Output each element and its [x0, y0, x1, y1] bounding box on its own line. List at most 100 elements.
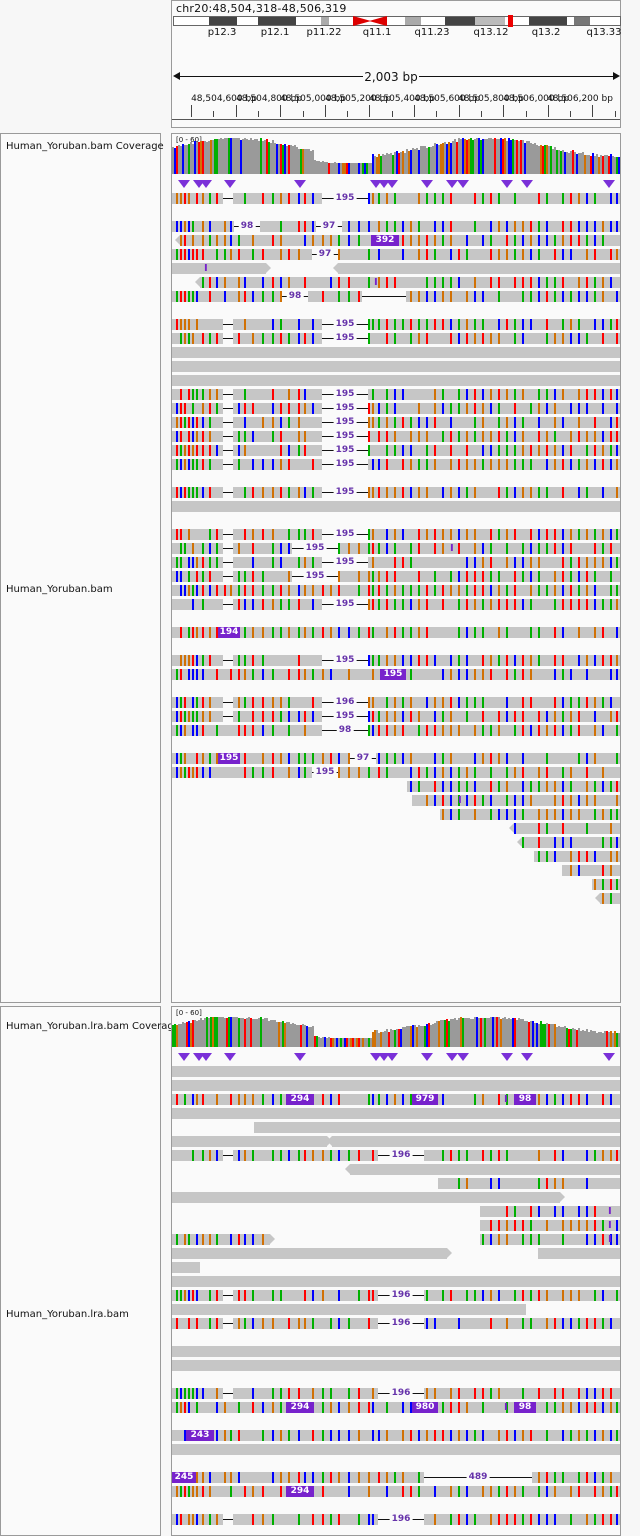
mismatch — [216, 1150, 218, 1161]
mismatch — [272, 1388, 274, 1399]
deletion: 195 — [322, 655, 368, 666]
coverage-bar — [400, 152, 402, 174]
mismatch — [184, 655, 186, 666]
mismatch — [209, 627, 211, 638]
mismatch — [252, 599, 254, 610]
mismatch — [402, 599, 404, 610]
mismatch — [378, 221, 380, 232]
mismatch — [602, 1430, 604, 1441]
mismatch — [498, 221, 500, 232]
deletion: 195 — [322, 529, 368, 540]
mismatch — [338, 1318, 340, 1329]
mismatch — [594, 1388, 596, 1399]
alignment-data-panel-1[interactable]: [0 - 60] 195 98 97 392 97 I I 98 195 195 195 195 195… — [171, 133, 621, 1003]
coverage-track[interactable] — [172, 1015, 620, 1047]
band-label: q11.23 — [414, 27, 450, 38]
read — [327, 1136, 620, 1147]
mismatch — [450, 1388, 452, 1399]
mismatch — [514, 725, 516, 736]
mismatch — [244, 725, 246, 736]
mismatch — [394, 1472, 396, 1483]
alignment-data-panel-2[interactable]: [0 - 60] 294 979 98 I 196 I I I 196 196 196 294 980 9… — [171, 1006, 621, 1536]
mismatch — [562, 1094, 564, 1105]
mismatch — [610, 669, 612, 680]
mismatch — [202, 725, 204, 736]
ruler-tick — [235, 105, 237, 117]
alignment-track-name[interactable]: Human_Yoruban.lra.bam — [6, 1309, 129, 1320]
mismatch — [280, 1290, 282, 1301]
coverage-bar — [460, 139, 462, 174]
mismatch — [378, 193, 380, 204]
coverage-bar — [302, 1024, 304, 1047]
coverage-track[interactable] — [172, 138, 620, 174]
coverage-bar — [406, 1026, 408, 1047]
mismatch — [434, 249, 436, 260]
mismatch — [586, 781, 588, 792]
mismatch — [466, 1150, 468, 1161]
coverage-bar — [304, 149, 306, 174]
mismatch — [594, 879, 596, 890]
coverage-bar — [574, 152, 576, 174]
mismatch — [394, 417, 396, 428]
mismatch — [426, 459, 428, 470]
mismatch — [184, 753, 186, 764]
coverage-bar — [580, 153, 582, 174]
mismatch — [458, 669, 460, 680]
read: 195 — [172, 487, 620, 498]
coverage-track-name[interactable]: Human_Yoruban.bam Coverage — [6, 141, 164, 152]
mismatch — [196, 697, 198, 708]
mismatch — [304, 725, 306, 736]
coverage-bar — [372, 1032, 374, 1047]
reads-area[interactable]: 294 979 98 I 196 I I I 196 196 196 294 980 98 I 243 489 2… — [172, 1063, 620, 1535]
coverage-bar — [516, 1020, 518, 1047]
mismatch — [176, 557, 178, 568]
mismatch — [196, 193, 198, 204]
mismatch — [252, 249, 254, 260]
mismatch — [402, 753, 404, 764]
mismatch — [272, 459, 274, 470]
alignment-track-name[interactable]: Human_Yoruban.bam — [6, 584, 113, 595]
mismatch — [450, 753, 452, 764]
mismatch — [434, 459, 436, 470]
insertion-marker: I — [450, 543, 454, 554]
mismatch — [330, 1472, 332, 1483]
mismatch — [216, 1402, 218, 1413]
coverage-bar — [274, 143, 276, 174]
mismatch — [394, 585, 396, 596]
mismatch — [402, 711, 404, 722]
mismatch — [434, 781, 436, 792]
mismatch — [482, 403, 484, 414]
mismatch — [338, 585, 340, 596]
mismatch — [594, 627, 596, 638]
mismatch — [272, 487, 274, 498]
coverage-bar — [354, 1038, 356, 1047]
coverage-bar — [420, 146, 422, 174]
mismatch — [578, 1402, 580, 1413]
mismatch — [466, 1430, 468, 1441]
mismatch — [498, 1430, 500, 1441]
mismatch — [570, 235, 572, 246]
coverage-bar — [232, 138, 234, 174]
mismatch — [482, 627, 484, 638]
coverage-bar — [432, 146, 434, 174]
mismatch — [562, 1150, 564, 1161]
coverage-bar — [192, 144, 194, 174]
coverage-bar — [508, 138, 510, 174]
coverage-bar — [532, 144, 534, 174]
mismatch — [538, 823, 540, 834]
reads-area[interactable]: 195 98 97 392 97 I I 98 195 195 195 195 195 195 195 195… — [172, 190, 620, 1002]
coverage-bar — [358, 1038, 360, 1047]
mismatch — [426, 529, 428, 540]
mismatch — [238, 669, 240, 680]
coverage-bar — [242, 1018, 244, 1047]
chromosome-ideogram[interactable] — [173, 15, 621, 27]
mismatch — [594, 697, 596, 708]
mismatch — [458, 809, 460, 820]
mismatch — [530, 697, 532, 708]
mismatch — [209, 1472, 211, 1483]
coverage-track-name[interactable]: Human_Yoruban.lra.bam Coverage — [6, 1021, 180, 1032]
mismatch — [418, 487, 420, 498]
mismatch — [216, 277, 218, 288]
mismatch — [180, 319, 182, 330]
deletion: 195 — [322, 403, 368, 414]
